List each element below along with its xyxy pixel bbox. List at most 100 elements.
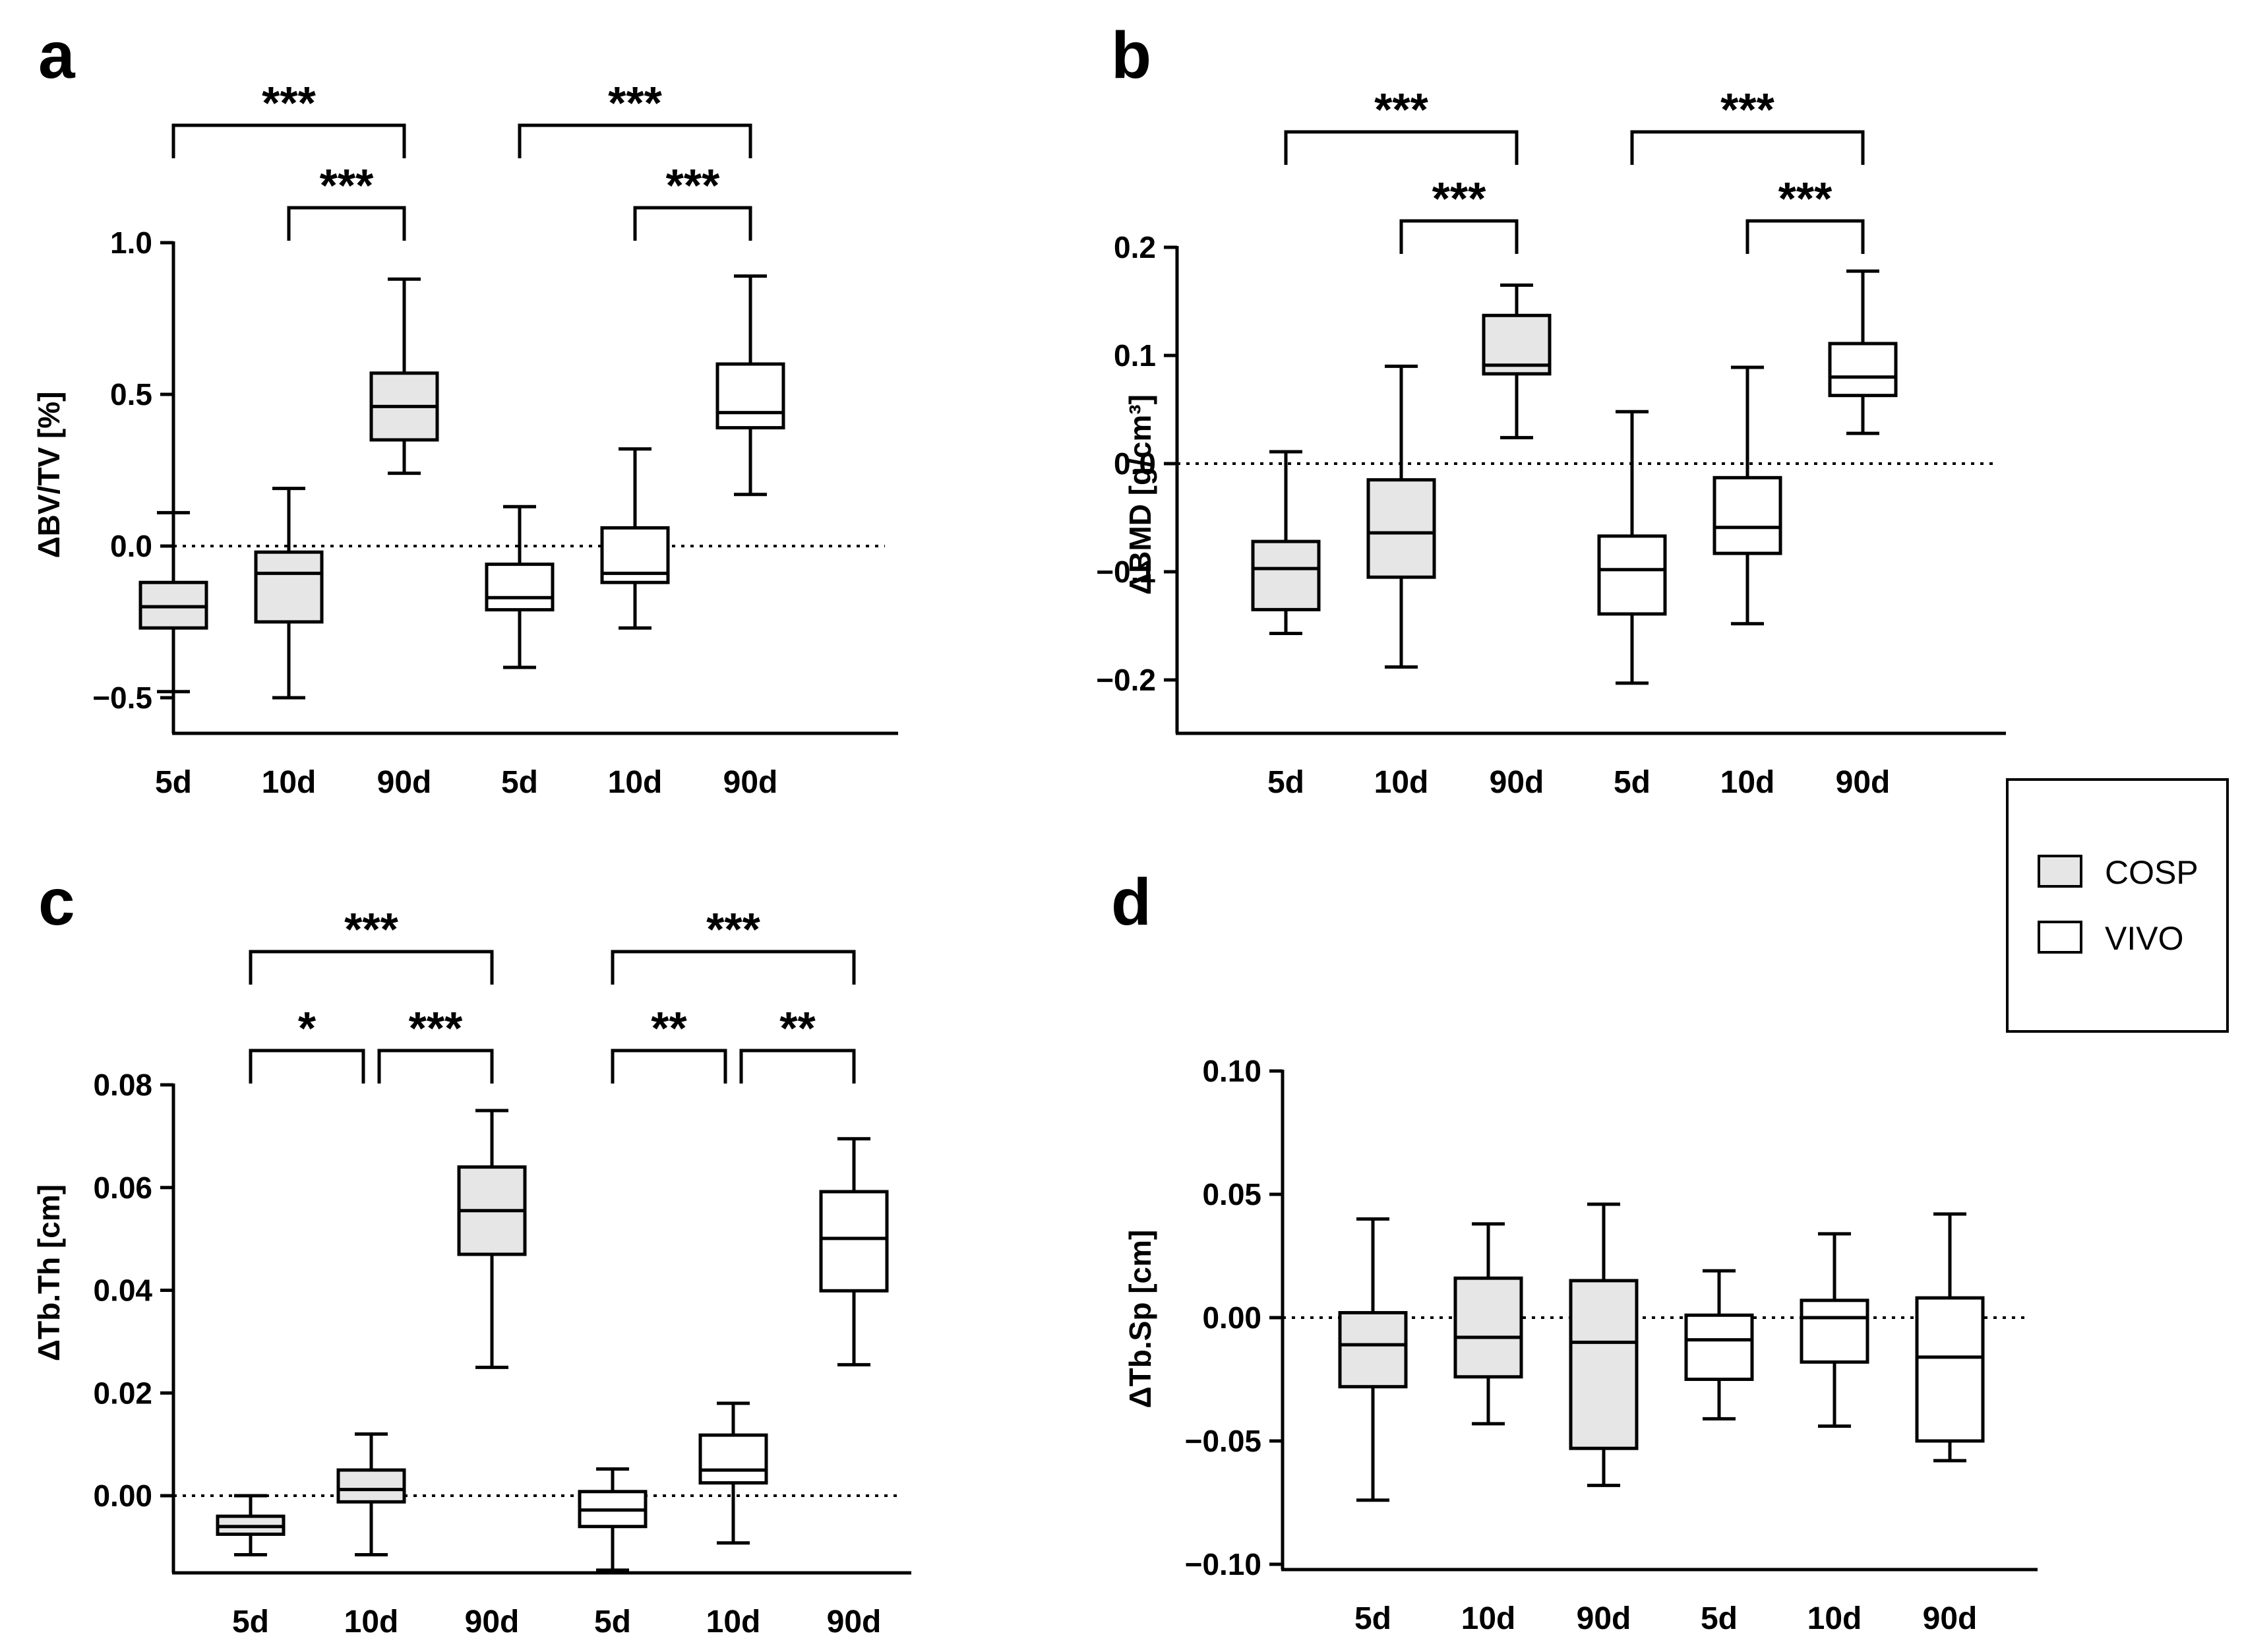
panel-d: d ΔTb.Sp [cm] −0.10 −0.05 0.00 0.05 0.10 5d 10d 9…	[1111, 865, 2038, 1636]
panel-letter: b	[1111, 18, 1151, 92]
legend-swatch-vivo	[2038, 921, 2082, 954]
bracket-line	[611, 1049, 727, 1084]
y-tick-label: 0.0	[1114, 446, 1156, 481]
bracket-line	[611, 950, 856, 985]
y-axis-title: ΔTb.Th [cm]	[32, 1184, 66, 1361]
bracket-line	[249, 1049, 365, 1084]
box-cosp-5d	[138, 510, 208, 694]
box-vivo-5d	[578, 1467, 648, 1572]
y-axis-title: ΔBMD [g/cm³]	[1123, 394, 1157, 595]
significance-bracket: ***	[171, 77, 406, 158]
box-cosp-10d	[254, 487, 324, 700]
bracket-line	[287, 206, 406, 241]
y-tick-label: 0.10	[1202, 1054, 1261, 1088]
y-tick-label: 0.06	[93, 1171, 152, 1205]
x-tick-label: 5d	[1267, 765, 1304, 800]
x-tick-label: 90d	[1577, 1601, 1631, 1636]
y-tick-label: −0.10	[1185, 1547, 1261, 1581]
box-iqr	[254, 550, 324, 624]
y-tick-label: −0.1	[1096, 555, 1156, 589]
panel-b: b ΔBMD [g/cm³] −0.2 −0.1 0.0 0.1 0.2 5d 10d 90d 5d…	[1096, 18, 2006, 800]
y-axis-title: ΔTb.Sp [cm]	[1123, 1230, 1157, 1409]
box-iqr	[1800, 1299, 1869, 1364]
significance-label: *	[298, 1002, 317, 1054]
significance-bracket: ***	[287, 160, 406, 241]
y-tick-label: 0.05	[1202, 1177, 1261, 1211]
box-vivo-10d	[600, 447, 670, 630]
box-cosp-90d	[457, 1109, 527, 1369]
box-vivo-10d	[1712, 365, 1782, 626]
significance-bracket: ***	[1630, 84, 1865, 165]
box-cosp-5d	[1338, 1217, 1408, 1502]
box-cosp-90d	[1482, 283, 1552, 440]
box-vivo-10d	[1800, 1232, 1869, 1428]
x-tick-label: 90d	[465, 1605, 520, 1639]
x-tick-label: 10d	[344, 1605, 399, 1639]
x-tick-label: 5d	[155, 765, 192, 800]
y-tick-label: 0.5	[110, 377, 152, 412]
panel-a: a ΔBV/TV [%] −0.5 0.0 0.5 1.0 5d 10d 90d 5d 10d 90d…	[32, 18, 898, 800]
bracket-line	[171, 123, 406, 158]
x-tick-label: 10d	[262, 765, 317, 800]
box-vivo-90d	[1915, 1212, 1985, 1463]
box-iqr	[485, 563, 555, 612]
x-tick-label: 10d	[1461, 1601, 1516, 1636]
bracket-line	[377, 1049, 494, 1084]
x-tick-label: 5d	[232, 1605, 269, 1639]
legend-label-vivo: VIVO	[2105, 920, 2183, 957]
significance-label: ***	[344, 903, 398, 955]
box-cosp-10d	[336, 1432, 406, 1557]
box-iqr	[715, 362, 785, 430]
box-vivo-5d	[1684, 1269, 1754, 1421]
bracket-line	[1745, 219, 1865, 254]
significance-label: ***	[608, 77, 662, 129]
box-vivo-90d	[715, 274, 785, 497]
y-tick-label: −0.05	[1185, 1424, 1261, 1458]
x-tick-label: 10d	[1720, 765, 1775, 800]
box-cosp-90d	[369, 277, 439, 475]
bracket-line	[1284, 130, 1519, 165]
x-tick-label: 5d	[1354, 1601, 1391, 1636]
x-tick-label: 10d	[706, 1605, 761, 1639]
legend: COSP VIVO	[2006, 778, 2229, 1033]
significance-bracket: ***	[249, 903, 494, 985]
x-tick-label: 5d	[501, 765, 538, 800]
y-tick-label: 0.00	[93, 1479, 152, 1513]
box-vivo-10d	[698, 1401, 768, 1545]
y-tick-label: 0.0	[110, 529, 152, 563]
significance-bracket: ***	[633, 160, 752, 241]
x-tick-label: 90d	[1923, 1601, 1978, 1636]
y-tick-label: 0.02	[93, 1376, 152, 1410]
x-tick-label: 10d	[1807, 1601, 1862, 1636]
x-tick-label: 90d	[827, 1605, 882, 1639]
box-cosp-90d	[1569, 1202, 1639, 1487]
bracket-line	[249, 950, 494, 985]
box-cosp-5d	[216, 1494, 286, 1557]
significance-label: **	[779, 1002, 816, 1054]
bracket-line	[1399, 219, 1519, 254]
box-vivo-5d	[1597, 410, 1667, 685]
significance-label: ***	[1778, 173, 1833, 224]
x-tick-label: 90d	[1836, 765, 1891, 800]
box-iqr	[1569, 1279, 1639, 1450]
y-tick-label: 0.00	[1202, 1300, 1261, 1335]
box-iqr	[1712, 475, 1782, 555]
legend-swatch-cosp	[2038, 855, 2082, 888]
significance-label: ***	[1374, 84, 1428, 135]
box-iqr	[1684, 1313, 1754, 1382]
box-vivo-90d	[1828, 269, 1898, 435]
y-tick-label: 0.2	[1114, 230, 1156, 264]
box-cosp-5d	[1251, 450, 1321, 635]
box-cosp-10d	[1366, 364, 1436, 669]
x-tick-label: 5d	[594, 1605, 631, 1639]
significance-bracket: **	[611, 1002, 727, 1084]
significance-label: ***	[1432, 173, 1486, 224]
bracket-line	[1630, 130, 1865, 165]
significance-bracket: **	[739, 1002, 856, 1084]
significance-label: ***	[409, 1002, 463, 1054]
panel-c: c ΔTb.Th [cm] 0.00 0.02 0.04 0.06 0.08 5d 10d 90d…	[32, 865, 911, 1639]
box-iqr	[1338, 1311, 1408, 1389]
box-iqr	[1251, 539, 1321, 611]
box-iqr	[1366, 478, 1436, 579]
